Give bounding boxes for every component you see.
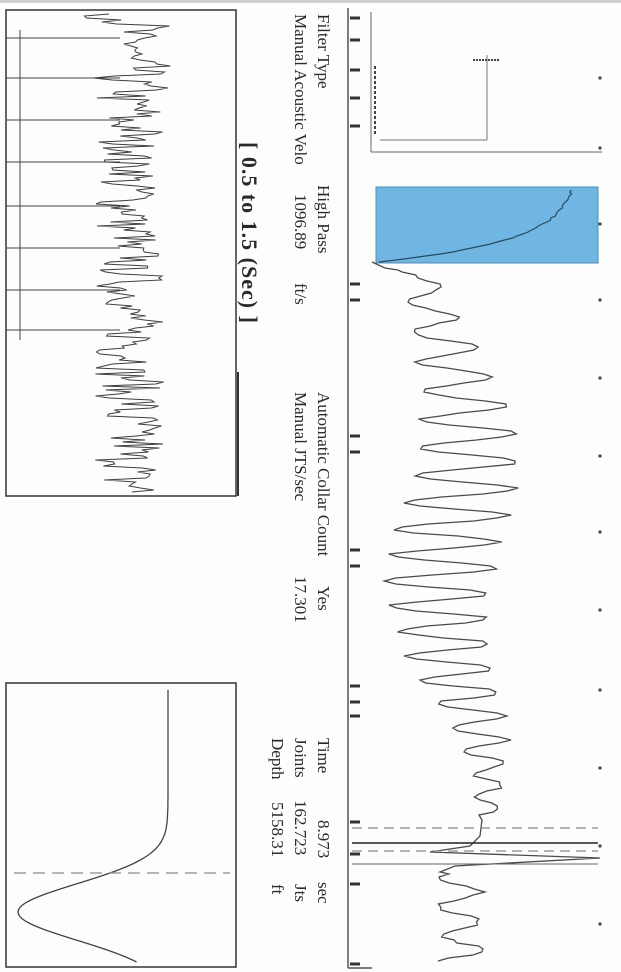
edge-dots (598, 76, 602, 926)
edge-dot (598, 844, 602, 848)
edge-dot (598, 76, 602, 80)
acoustic-velocity-label: Manual Acoustic Velo (291, 14, 310, 165)
acoustic-velocity-value: 1096.89 (291, 194, 310, 250)
time-window-label: [ 0.5 to 1.5 (Sec) ] (237, 142, 262, 324)
edge-dot (598, 922, 602, 926)
filter-response-curve (17, 690, 169, 963)
marker-lines (352, 827, 598, 865)
joints-label: Joints (291, 738, 310, 778)
edge-dot (598, 298, 602, 302)
edge-dot (598, 688, 602, 692)
collar-count-label: Automatic Collar Count (314, 392, 333, 557)
comb-markers (6, 30, 120, 340)
edge-dot (598, 608, 602, 612)
depth-label: Depth (268, 738, 287, 780)
collar-count-value: Yes (314, 586, 333, 611)
depth-value: 5158.31 (268, 802, 287, 858)
highlight-curve (378, 189, 573, 263)
time-value: 8.973 (314, 820, 333, 859)
top-border (0, 0, 621, 3)
edge-dot (598, 222, 602, 226)
depth-unit: ft (268, 884, 287, 895)
edge-dot (598, 454, 602, 458)
manual-jts-label: Manual JTS/sec (291, 392, 310, 502)
filtered-noise-trace (83, 13, 171, 493)
edge-dot (598, 530, 602, 534)
filter-type-value: High Pass (314, 185, 333, 254)
edge-dot (598, 766, 602, 770)
joints-unit: Jts (291, 884, 310, 902)
time-unit: sec (314, 882, 333, 904)
selection-highlight (375, 186, 599, 264)
acoustic-velocity-unit: ft/s (291, 283, 310, 305)
edge-dot (598, 376, 602, 380)
filter-type-label: Filter Type (314, 14, 333, 89)
joints-value: 162.723 (291, 800, 310, 856)
axis-ticks (350, 16, 360, 966)
manual-jts-value: 17.301 (291, 576, 310, 623)
time-label: Time (314, 738, 333, 774)
legend-marks (374, 55, 500, 141)
acoustic-waveform (371, 261, 601, 962)
edge-dot (598, 146, 602, 150)
